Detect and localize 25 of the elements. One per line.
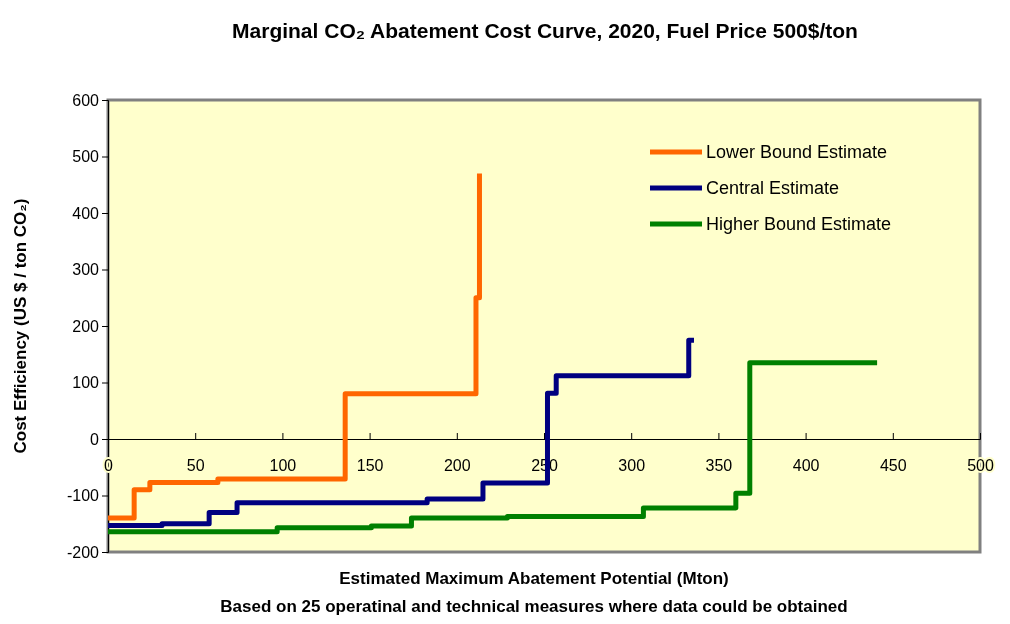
legend-label: Lower Bound Estimate — [706, 142, 888, 162]
x-tick-label: 200 — [443, 456, 471, 474]
y-tick-label: 300 — [72, 261, 100, 279]
x-tick-label: 500 — [967, 456, 994, 474]
x-tick-label: 100 — [269, 456, 297, 474]
y-tick-label: 100 — [72, 374, 100, 392]
y-tick-label: 200 — [72, 317, 100, 335]
y-tick-label: 0 — [90, 430, 100, 448]
chart-title: Marginal CO₂ Abatement Cost Curve, 2020, Fuel Price 500$/ton — [232, 19, 858, 42]
y-tick-label: -200 — [66, 543, 100, 561]
x-tick-label: 150 — [356, 456, 384, 474]
x-tick-label: 450 — [879, 456, 907, 474]
legend-label: Central Estimate — [706, 178, 840, 198]
x-tick-label: 300 — [618, 456, 646, 474]
y-tick-label: 400 — [72, 204, 100, 222]
legend-label: Higher Bound Estimate — [706, 214, 892, 234]
y-tick-label: 600 — [72, 91, 100, 109]
x-tick-label: 50 — [186, 456, 205, 474]
y-tick-label: -100 — [66, 487, 100, 505]
x-axis-title: Estimated Maximum Abatement Potential (Mton) — [339, 569, 729, 588]
y-tick-label: 500 — [72, 148, 100, 166]
text: Based on 25 operatinal and technical measures where data could be obtained — [220, 597, 848, 616]
y-axis-title: Cost Efficiency (US $ / ton CO₂) — [11, 198, 30, 454]
x-tick-label: 400 — [792, 456, 820, 474]
x-tick-label: 350 — [705, 456, 733, 474]
